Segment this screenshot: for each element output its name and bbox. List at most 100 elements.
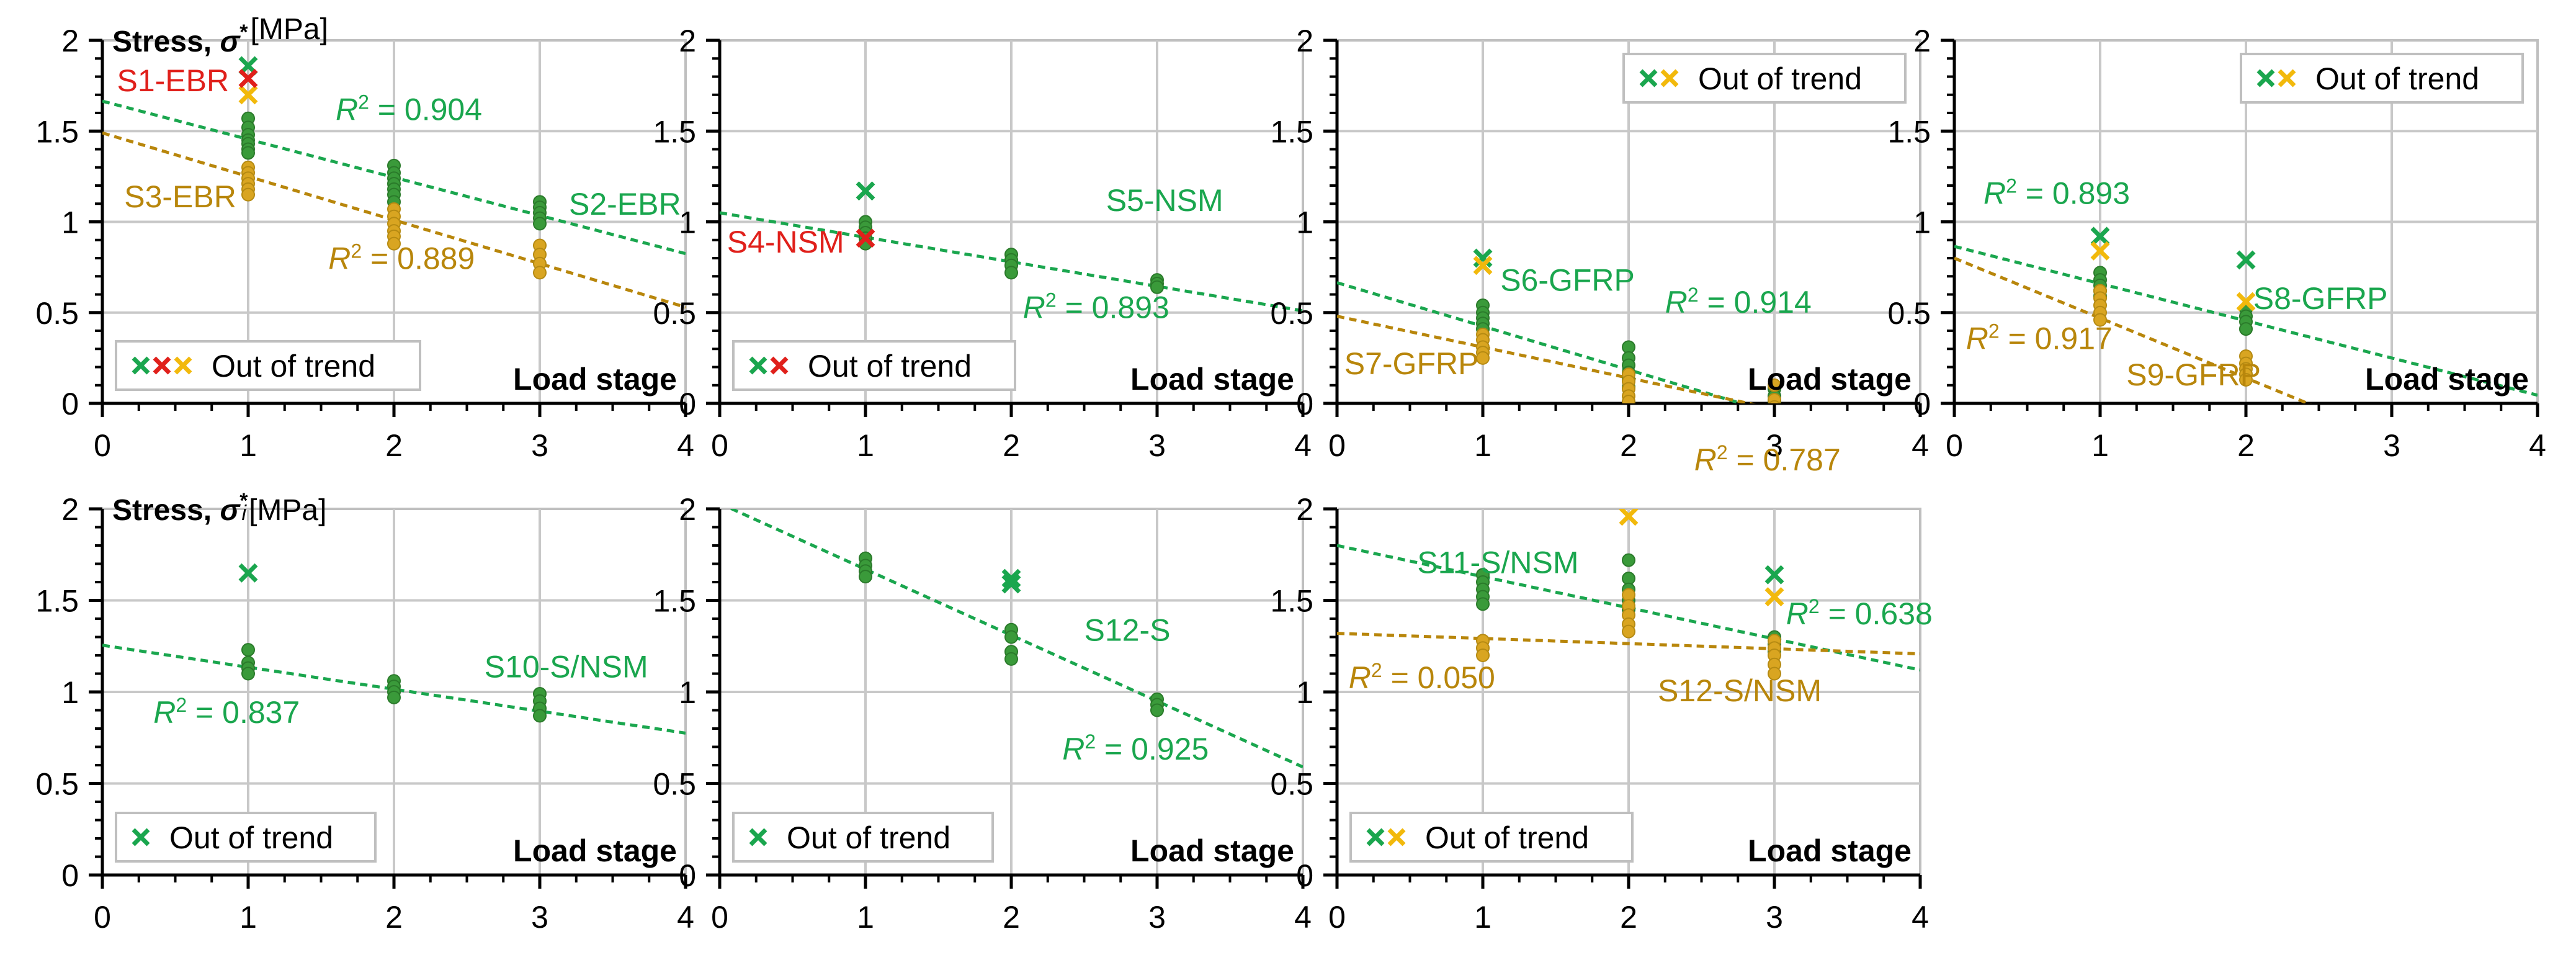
data-point-S9-GFRP xyxy=(2239,372,2253,387)
legend-marker xyxy=(132,356,150,375)
data-point-S2-EBR xyxy=(533,217,547,231)
data-point-S12-S xyxy=(1150,703,1164,717)
panel-1: 0 0.5 1 1.5 2 0 1 2 3 4 S1-EBR S2-EBR S3-EBR R2 = 0.9… xyxy=(35,13,694,463)
legend-marker xyxy=(749,356,767,375)
legend-marker xyxy=(132,828,150,846)
y-tick-label: 1 xyxy=(61,675,79,710)
outlier-marker-S5-NSM xyxy=(856,181,875,201)
legend: Out of trend xyxy=(1622,53,1907,104)
y-tick-label: 1.5 xyxy=(1270,584,1313,619)
y-tick-label: 1.5 xyxy=(1887,114,1931,149)
y-tick-label: 1.5 xyxy=(653,584,696,619)
data-point-S10-S/NSM xyxy=(533,709,547,723)
x-tick-label: 0 xyxy=(711,900,728,935)
legend-label: Out of trend xyxy=(787,820,950,855)
series-label: S12-S/NSM xyxy=(1658,673,1822,708)
data-point-S12-S xyxy=(859,570,872,584)
outlier-marker-S10-S/NSM xyxy=(238,563,258,583)
panel-2: 0 0.5 1 1.5 2 0 1 2 3 4 S4-NSM S5-NSM R2 = 0.893 Load… xyxy=(653,24,1311,463)
data-point-S11-S/NSM xyxy=(1622,553,1635,567)
x-tick-label: 0 xyxy=(711,428,728,463)
x-axis-title: Load stage xyxy=(513,362,677,397)
trendline-S12-S xyxy=(728,509,1303,769)
y-tick-label: 1 xyxy=(61,205,79,240)
r-squared-label: R2 = 0.893 xyxy=(1983,174,2130,210)
y-tick-label: 0 xyxy=(61,858,79,893)
y-tick-label: 1 xyxy=(679,205,696,240)
x-tick-label: 1 xyxy=(239,428,257,463)
x-tick-label: 3 xyxy=(531,900,548,935)
x-tick-label: 0 xyxy=(1328,900,1346,935)
y-tick-label: 0 xyxy=(1296,387,1313,421)
x-tick-label: 3 xyxy=(531,428,548,463)
y-tick-label: 0.5 xyxy=(35,767,79,802)
data-point-S9-GFRP xyxy=(2093,313,2107,327)
panel-6: 0 0.5 1 1.5 2 0 1 2 3 4 S12-S R2 = 0.925 Load stage O… xyxy=(653,488,1312,935)
legend-marker xyxy=(1639,69,1658,88)
x-axis-title: Load stage xyxy=(1130,362,1294,397)
y-tick-label: 2 xyxy=(61,24,79,58)
x-tick-label: 4 xyxy=(1912,428,1929,463)
data-point-S8-GFRP xyxy=(2239,322,2253,336)
legend: Out of trend xyxy=(732,340,1016,391)
x-axis-title: Load stage xyxy=(1130,833,1294,868)
y-tick-label: 1 xyxy=(1296,675,1313,710)
outlier-marker-S11-S/NSM xyxy=(1764,565,1784,585)
y-axis-title: Stress, σ* i[MPa] xyxy=(112,489,326,527)
x-tick-label: 3 xyxy=(2383,428,2400,463)
r-squared-label: R2 = 0.837 xyxy=(153,694,300,730)
y-tick-label: 0.5 xyxy=(35,296,79,331)
outlier-marker-S12-S xyxy=(857,488,874,504)
legend-marker xyxy=(2256,69,2275,88)
legend-marker xyxy=(153,356,171,375)
x-tick-label: 2 xyxy=(1620,900,1637,935)
r-squared-label: R2 = 0.787 xyxy=(1694,441,1841,477)
y-tick-label: 2 xyxy=(1296,24,1313,58)
y-tick-label: 0 xyxy=(61,387,79,421)
legend: Out of trend xyxy=(732,812,994,863)
x-axis-title: Load stage xyxy=(2365,362,2529,397)
y-tick-label: 0 xyxy=(679,858,696,893)
outlier-marker-S9-GFRP xyxy=(2090,241,2110,261)
x-tick-label: 2 xyxy=(385,900,403,935)
outlier-marker-S3-EBR xyxy=(238,85,258,105)
x-tick-label: 2 xyxy=(385,428,403,463)
x-tick-label: 3 xyxy=(1766,428,1783,463)
series-label: S5-NSM xyxy=(1106,183,1223,218)
data-point-S11-S/NSM xyxy=(1476,597,1490,611)
x-axis-title: Load stage xyxy=(1748,833,1912,868)
data-point-S7-GFRP xyxy=(1768,393,1781,403)
x-tick-label: 0 xyxy=(94,428,111,463)
series-label: S8-GFRP xyxy=(2253,281,2388,316)
x-tick-label: 0 xyxy=(1328,428,1346,463)
data-point-S7-GFRP xyxy=(1768,378,1781,392)
legend-label: Out of trend xyxy=(808,349,972,384)
data-point-S5-NSM xyxy=(1004,266,1018,280)
data-point-S3-EBR xyxy=(241,187,255,202)
outlier-marker-S12-S xyxy=(1001,568,1021,588)
legend-marker xyxy=(174,356,192,375)
x-tick-label: 4 xyxy=(2529,428,2546,463)
r-squared-label: R2 = 0.638 xyxy=(1786,595,1933,631)
legend-box xyxy=(732,812,994,863)
y-tick-label: 1.5 xyxy=(653,114,696,149)
data-point-S10-S/NSM xyxy=(241,643,255,657)
legend-label: Out of trend xyxy=(1698,61,1862,96)
y-tick-label: 2 xyxy=(679,24,696,58)
legend: Out of trend xyxy=(115,340,421,391)
y-tick-label: 1 xyxy=(679,675,696,710)
legend-box xyxy=(115,340,421,391)
data-point-S7-GFRP xyxy=(1768,400,1781,403)
r-squared-label: R2 = 0.925 xyxy=(1062,730,1209,766)
y-tick-label: 0.5 xyxy=(1270,296,1313,331)
data-point-S12-S xyxy=(1004,630,1018,644)
series-label: S4-NSM xyxy=(727,225,844,259)
panel-3: 0 0.5 1 1.5 2 0 1 2 3 4 S6-GFRP S7-GFRP R2 = 0.914 R2… xyxy=(1270,24,1928,477)
r-squared-label: R2 = 0.893 xyxy=(1023,289,1169,325)
data-point-S12-S/NSM xyxy=(1476,649,1490,662)
y-tick-label: 0.5 xyxy=(653,296,696,331)
legend: Out of trend xyxy=(1349,812,1634,863)
x-axis-title: Load stage xyxy=(1748,362,1912,397)
x-tick-label: 4 xyxy=(1294,900,1312,935)
